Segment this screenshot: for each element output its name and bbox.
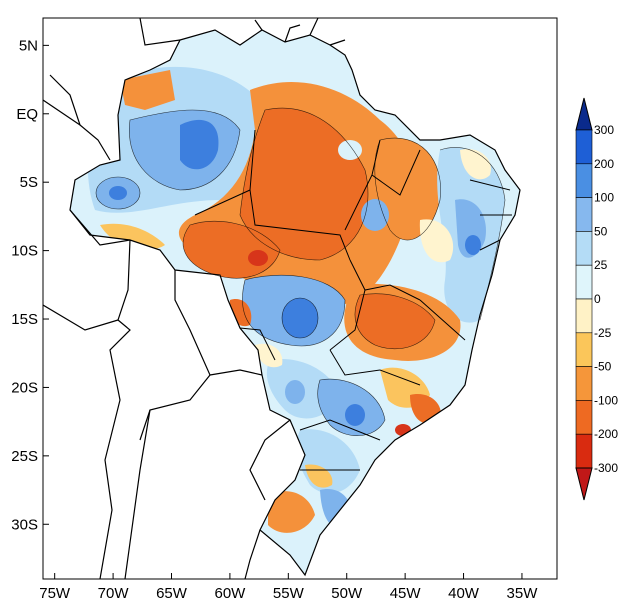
colorbar-label: -25 xyxy=(594,326,612,340)
colorbar-segment xyxy=(575,366,593,401)
x-tick-label: 40W xyxy=(448,585,480,602)
colorbar-label: 200 xyxy=(594,157,614,171)
colorbar-segment xyxy=(575,231,593,266)
x-tick-label: 70W xyxy=(98,585,130,602)
x-tick-label: 60W xyxy=(214,585,246,602)
country-borders xyxy=(43,18,346,579)
colorbar-segment xyxy=(575,433,593,469)
colorbar-label: -300 xyxy=(594,461,618,475)
y-tick-label: 10S xyxy=(11,243,38,260)
colorbar-label: 0 xyxy=(594,292,601,306)
x-tick-label: 55W xyxy=(273,585,305,602)
x-tick-label: 50W xyxy=(331,585,363,602)
colorbar: 300 200 100 50 25 0 -25 -50 -100 -200 -300 xyxy=(575,97,618,501)
colorbar-label: -50 xyxy=(594,360,612,374)
colorbar-label: -200 xyxy=(594,427,618,441)
y-tick-label: 15S xyxy=(11,311,38,328)
colorbar-segment xyxy=(575,264,593,300)
colorbar-label: 25 xyxy=(594,258,608,272)
x-tick-label: 75W xyxy=(39,585,71,602)
colorbar-segment xyxy=(575,197,593,232)
y-tick-label: 5N xyxy=(19,37,38,54)
colorbar-segment xyxy=(575,129,593,165)
colorbar-label: -100 xyxy=(594,393,618,407)
y-axis: 5N EQ 5S 10S 15S 20S 25S 30S xyxy=(11,37,49,533)
colorbar-segment xyxy=(575,332,593,367)
state-borders xyxy=(194,129,512,471)
colorbar-max-arrow xyxy=(575,97,593,131)
colorbar-segment xyxy=(575,298,593,334)
x-tick-label: 65W xyxy=(156,585,188,602)
x-tick-label: 45W xyxy=(390,585,422,602)
y-tick-label: 5S xyxy=(20,174,38,191)
contour-lines xyxy=(95,107,506,436)
colorbar-min-arrow xyxy=(575,467,593,501)
colorbar-segment xyxy=(575,400,593,435)
colorbar-segment xyxy=(575,163,593,198)
x-tick-label: 35W xyxy=(507,585,539,602)
x-axis: 75W 70W 65W 60W 55W 50W 45W 40W 35W xyxy=(39,573,538,602)
y-tick-label: 25S xyxy=(11,448,38,465)
colorbar-label: 300 xyxy=(594,123,614,137)
colorbar-label: 50 xyxy=(594,224,608,238)
y-tick-label: EQ xyxy=(16,106,38,123)
y-tick-label: 20S xyxy=(11,379,38,396)
y-tick-label: 30S xyxy=(11,516,38,533)
colorbar-label: 100 xyxy=(594,191,614,205)
